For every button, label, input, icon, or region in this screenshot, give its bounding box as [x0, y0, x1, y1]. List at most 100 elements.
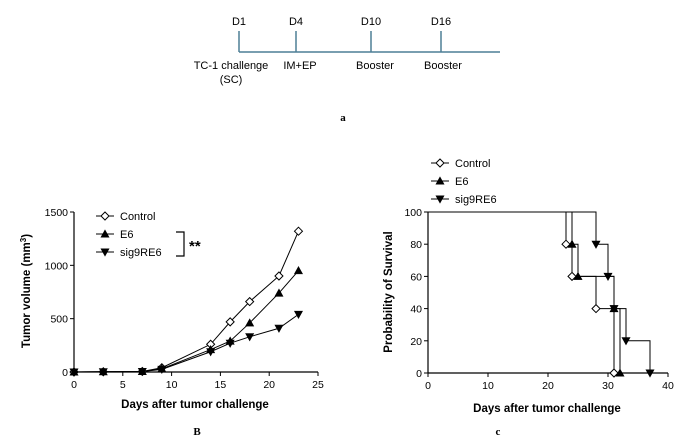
- survival-line-control: [428, 211, 615, 373]
- tumor-volume-legend-label-e6: E6: [120, 229, 133, 241]
- tumor-volume-xlabel: Days after tumor challenge: [121, 399, 269, 411]
- significance-label: **: [189, 238, 201, 255]
- tumor-volume-point-sig9re6: [98, 368, 108, 377]
- tumor-volume-ytick-label: 0: [62, 367, 68, 379]
- survival-point-e6: [567, 239, 577, 248]
- timeline-day-d4: D4: [289, 16, 303, 28]
- survival-point-control: [609, 368, 619, 378]
- tumor-volume-point-sig9re6: [245, 333, 255, 342]
- timeline-event-d16: Booster: [424, 60, 462, 72]
- survival-series-control: [428, 211, 619, 378]
- panel-label-a: a: [340, 112, 346, 124]
- survival-chart: 0 10 20 30 40 0 20 40 60 80 100 Control E6 sig9RE6 D…: [383, 158, 674, 438]
- tumor-volume-xtick-label: 25: [312, 379, 324, 391]
- survival-ytick-label: 20: [410, 336, 422, 348]
- survival-ytick-label: 60: [410, 271, 422, 283]
- survival-legend-marker-sig9re6: [435, 195, 445, 204]
- survival-legend-label-control: Control: [455, 158, 490, 170]
- tumor-volume-point-e6: [293, 266, 303, 275]
- survival-ytick-label: 40: [410, 304, 422, 316]
- timeline-event-d10: Booster: [356, 60, 394, 72]
- survival-line-e6: [428, 211, 621, 373]
- tumor-volume-point-sig9re6: [293, 310, 303, 320]
- panel-label-c: c: [496, 426, 501, 438]
- tumor-volume-ylabel: Tumor volume (mm3): [19, 234, 33, 348]
- tumor-volume-point-sig9re6: [69, 368, 79, 377]
- timeline-event-d1-route: (SC): [220, 74, 243, 86]
- survival-legend: Control E6 sig9RE6: [431, 158, 497, 206]
- survival-legend-label-e6: E6: [455, 176, 468, 188]
- survival-xtick-label: 0: [425, 380, 431, 392]
- tumor-volume-legend: Control E6 sig9RE6: [96, 211, 162, 259]
- tumor-volume-series-sig9re6: [69, 310, 303, 377]
- survival-legend-label-sig9re6: sig9RE6: [455, 194, 497, 206]
- tumor-volume-legend-marker-sig9re6: [100, 248, 110, 257]
- tumor-volume-xtick-label: 15: [215, 379, 227, 391]
- survival-xtick-label: 10: [482, 380, 494, 392]
- tumor-volume-xtick-label: 10: [166, 379, 178, 391]
- tumor-volume-ylabel-sup: 3: [19, 237, 28, 242]
- tumor-volume-point-control: [274, 271, 284, 281]
- treatment-timeline: D1 D4 D10 D16 TC-1 challenge (SC) IM+EP …: [194, 16, 500, 124]
- survival-axes: 0 10 20 30 40 0 20 40 60 80 100: [404, 207, 674, 392]
- survival-xtick-label: 20: [542, 380, 554, 392]
- survival-point-sig9re6: [591, 240, 601, 249]
- survival-ytick-label: 0: [416, 368, 422, 380]
- tumor-volume-xtick-label: 5: [120, 379, 126, 391]
- tumor-volume-ytick-label: 1500: [45, 207, 69, 219]
- timeline-day-d16: D16: [431, 16, 451, 28]
- panel-label-b: B: [193, 426, 201, 438]
- survival-point-e6: [573, 271, 583, 280]
- survival-legend-marker-control: [435, 158, 445, 168]
- tumor-volume-line-e6: [73, 270, 299, 373]
- survival-point-e6: [615, 368, 625, 377]
- tumor-volume-point-control: [244, 296, 255, 307]
- tumor-volume-series-e6: [69, 266, 303, 376]
- tumor-volume-point-sig9re6: [157, 365, 167, 374]
- survival-point-control: [561, 239, 571, 249]
- tumor-volume-ytick-label: 500: [50, 314, 68, 326]
- survival-xtick-label: 40: [662, 380, 674, 392]
- tumor-volume-ylabel-end: ): [21, 234, 33, 238]
- timeline-day-d10: D10: [361, 16, 381, 28]
- survival-xtick-label: 30: [602, 380, 614, 392]
- tumor-volume-series: [69, 226, 304, 377]
- survival-ylabel: Probability of Survival: [383, 231, 395, 352]
- tumor-volume-point-control: [225, 317, 235, 327]
- tumor-volume-point-control: [293, 226, 304, 236]
- tumor-volume-point-sig9re6: [225, 339, 235, 348]
- survival-point-sig9re6: [621, 337, 631, 346]
- survival-series: [428, 211, 655, 378]
- tumor-volume-line-sig9re6: [73, 313, 299, 373]
- survival-xlabel: Days after tumor challenge: [473, 403, 621, 415]
- tumor-volume-xtick-label: 0: [71, 379, 77, 391]
- tumor-volume-point-sig9re6: [274, 324, 284, 333]
- survival-series-sig9re6: [428, 211, 655, 378]
- tumor-volume-point-sig9re6: [206, 348, 216, 357]
- tumor-volume-legend-label-control: Control: [120, 211, 155, 223]
- survival-ytick-label: 100: [404, 207, 422, 219]
- timeline-event-d4: IM+EP: [283, 60, 316, 72]
- survival-point-sig9re6: [603, 272, 613, 282]
- tumor-volume-ytick-label: 1000: [45, 260, 69, 272]
- timeline-event-d1: TC-1 challenge: [194, 60, 269, 72]
- tumor-volume-point-e6: [274, 288, 284, 297]
- tumor-volume-legend-label-sig9re6: sig9RE6: [120, 247, 162, 259]
- tumor-volume-legend-marker-e6: [100, 229, 110, 238]
- survival-point-control: [567, 271, 577, 282]
- tumor-volume-ylabel-main: Tumor volume (mm: [21, 242, 33, 348]
- timeline-day-d1: D1: [232, 16, 246, 28]
- tumor-volume-point-sig9re6: [137, 367, 147, 377]
- survival-line-sig9re6: [428, 211, 651, 373]
- survival-point-sig9re6: [645, 369, 655, 378]
- survival-series-e6: [428, 211, 625, 377]
- tumor-volume-xtick-label: 20: [263, 379, 275, 391]
- survival-legend-marker-e6: [435, 176, 445, 185]
- tumor-volume-point-e6: [245, 318, 255, 327]
- tumor-volume-legend-marker-control: [100, 211, 110, 221]
- survival-point-control: [591, 303, 601, 314]
- survival-ytick-label: 80: [410, 239, 422, 251]
- survival-point-sig9re6: [609, 305, 619, 314]
